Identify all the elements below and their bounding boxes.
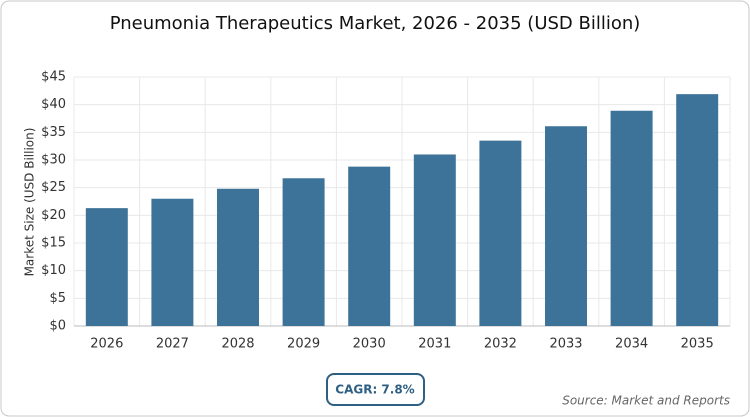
bar bbox=[85, 208, 128, 326]
x-tick-label: 2031 bbox=[418, 337, 451, 352]
bar bbox=[610, 110, 653, 327]
y-tick-label: $35 bbox=[41, 125, 66, 140]
bar bbox=[545, 126, 587, 326]
y-tick-label: $5 bbox=[49, 291, 66, 306]
y-axis-label: Market Size (USD Billion) bbox=[23, 128, 37, 277]
y-tick-label: $30 bbox=[41, 153, 66, 168]
bar bbox=[217, 188, 259, 326]
x-tick-label: 2029 bbox=[287, 337, 320, 352]
bar bbox=[413, 154, 456, 326]
y-tick-label: $25 bbox=[41, 180, 66, 195]
bar bbox=[151, 198, 194, 326]
chart-title: Pneumonia Therapeutics Market, 2026 - 20… bbox=[110, 13, 641, 34]
y-tick-label: $45 bbox=[41, 70, 66, 85]
bar bbox=[348, 166, 391, 326]
x-tick-label: 2028 bbox=[221, 337, 254, 352]
y-tick-label: $20 bbox=[41, 208, 66, 223]
cagr-box bbox=[326, 373, 425, 406]
bar bbox=[676, 94, 719, 326]
cagr-label: CAGR: 7.8% bbox=[335, 383, 414, 397]
bar bbox=[282, 178, 325, 326]
x-tick-label: 2026 bbox=[90, 337, 123, 352]
x-tick-label: 2035 bbox=[681, 337, 714, 352]
y-tick-label: $15 bbox=[41, 236, 66, 251]
bar bbox=[479, 140, 522, 326]
x-tick-label: 2032 bbox=[484, 337, 517, 352]
x-tick-label: 2027 bbox=[156, 337, 189, 352]
y-tick-label: $10 bbox=[41, 263, 66, 278]
x-tick-label: 2030 bbox=[353, 337, 386, 352]
x-tick-label: 2033 bbox=[549, 337, 582, 352]
y-tick-label: $40 bbox=[41, 97, 66, 112]
source-note: Source: Market and Reports bbox=[562, 394, 730, 408]
x-tick-label: 2034 bbox=[615, 337, 648, 352]
y-tick-label: $0 bbox=[49, 319, 66, 334]
